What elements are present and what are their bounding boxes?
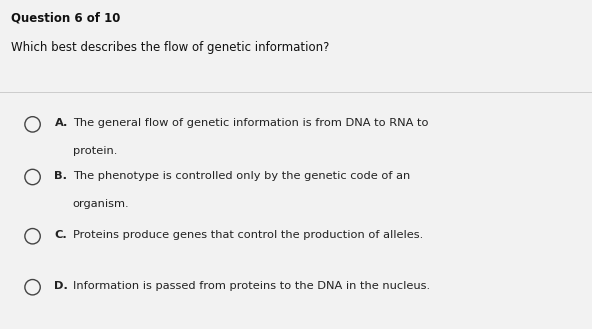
- Text: The phenotype is controlled only by the genetic code of an: The phenotype is controlled only by the …: [73, 171, 410, 181]
- Text: protein.: protein.: [73, 146, 117, 156]
- Text: B.: B.: [54, 171, 67, 181]
- Text: C.: C.: [54, 230, 67, 240]
- Text: Proteins produce genes that control the production of alleles.: Proteins produce genes that control the …: [73, 230, 423, 240]
- Text: Question 6 of 10: Question 6 of 10: [11, 12, 120, 25]
- Text: A.: A.: [54, 118, 68, 128]
- Text: Which best describes the flow of genetic information?: Which best describes the flow of genetic…: [11, 41, 329, 54]
- Text: The general flow of genetic information is from DNA to RNA to: The general flow of genetic information …: [73, 118, 429, 128]
- Text: D.: D.: [54, 281, 68, 291]
- Text: Information is passed from proteins to the DNA in the nucleus.: Information is passed from proteins to t…: [73, 281, 430, 291]
- Text: organism.: organism.: [73, 199, 130, 209]
